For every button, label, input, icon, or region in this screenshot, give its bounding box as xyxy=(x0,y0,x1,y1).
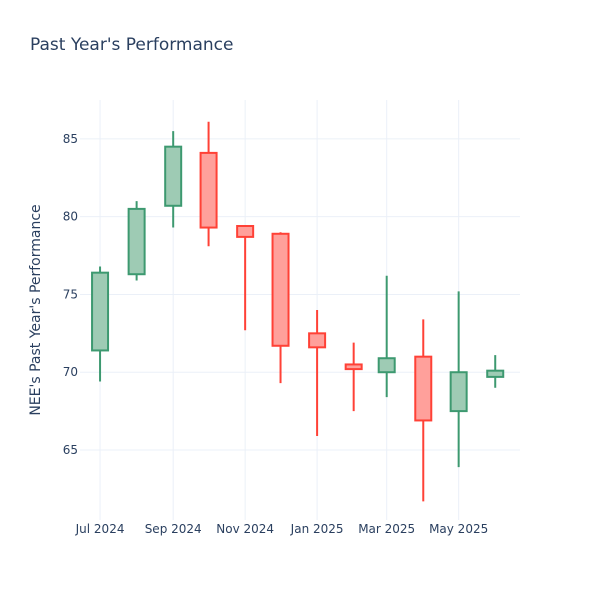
candle-body xyxy=(127,207,146,276)
candle xyxy=(271,232,290,384)
candle-body xyxy=(199,151,218,229)
candle xyxy=(377,275,396,398)
candle xyxy=(308,310,327,436)
candle xyxy=(486,355,505,388)
x-tick-label: Nov 2024 xyxy=(216,522,274,536)
candle xyxy=(344,342,363,412)
x-tick-label: Mar 2025 xyxy=(358,522,415,536)
candle-body xyxy=(271,232,290,347)
chart-title: Past Year's Performance xyxy=(30,35,234,55)
y-tick-label: 85 xyxy=(63,132,78,146)
candle xyxy=(164,131,183,228)
candle xyxy=(414,319,433,502)
y-tick-label: 70 xyxy=(63,365,78,379)
y-tick-label: 75 xyxy=(63,287,78,301)
candles xyxy=(91,121,505,502)
candle xyxy=(236,225,255,331)
candle-body xyxy=(486,369,505,378)
candle-body xyxy=(414,355,433,422)
y-axis-ticks: 65 70 75 80 85 xyxy=(63,132,78,457)
candle-body xyxy=(377,357,396,374)
candle-body xyxy=(308,332,327,349)
x-tick-label: Sep 2024 xyxy=(145,522,202,536)
y-tick-label: 80 xyxy=(63,210,78,224)
candle-body xyxy=(344,363,363,371)
candle xyxy=(449,291,468,468)
candle xyxy=(127,201,146,281)
x-tick-label: Jan 2025 xyxy=(290,522,344,536)
candle-body xyxy=(164,145,183,207)
candle xyxy=(91,266,110,382)
candle-body xyxy=(91,271,110,352)
candle xyxy=(199,121,218,247)
candle-body xyxy=(236,225,255,238)
x-tick-label: May 2025 xyxy=(429,522,488,536)
y-axis-title: NEE's Past Year's Performance xyxy=(28,204,44,415)
y-tick-label: 65 xyxy=(63,443,78,457)
x-tick-label: Jul 2024 xyxy=(75,522,125,536)
x-axis-ticks: Jul 2024 Sep 2024 Nov 2024 Jan 2025 Mar 2025… xyxy=(75,522,489,536)
candle-body xyxy=(449,371,468,413)
